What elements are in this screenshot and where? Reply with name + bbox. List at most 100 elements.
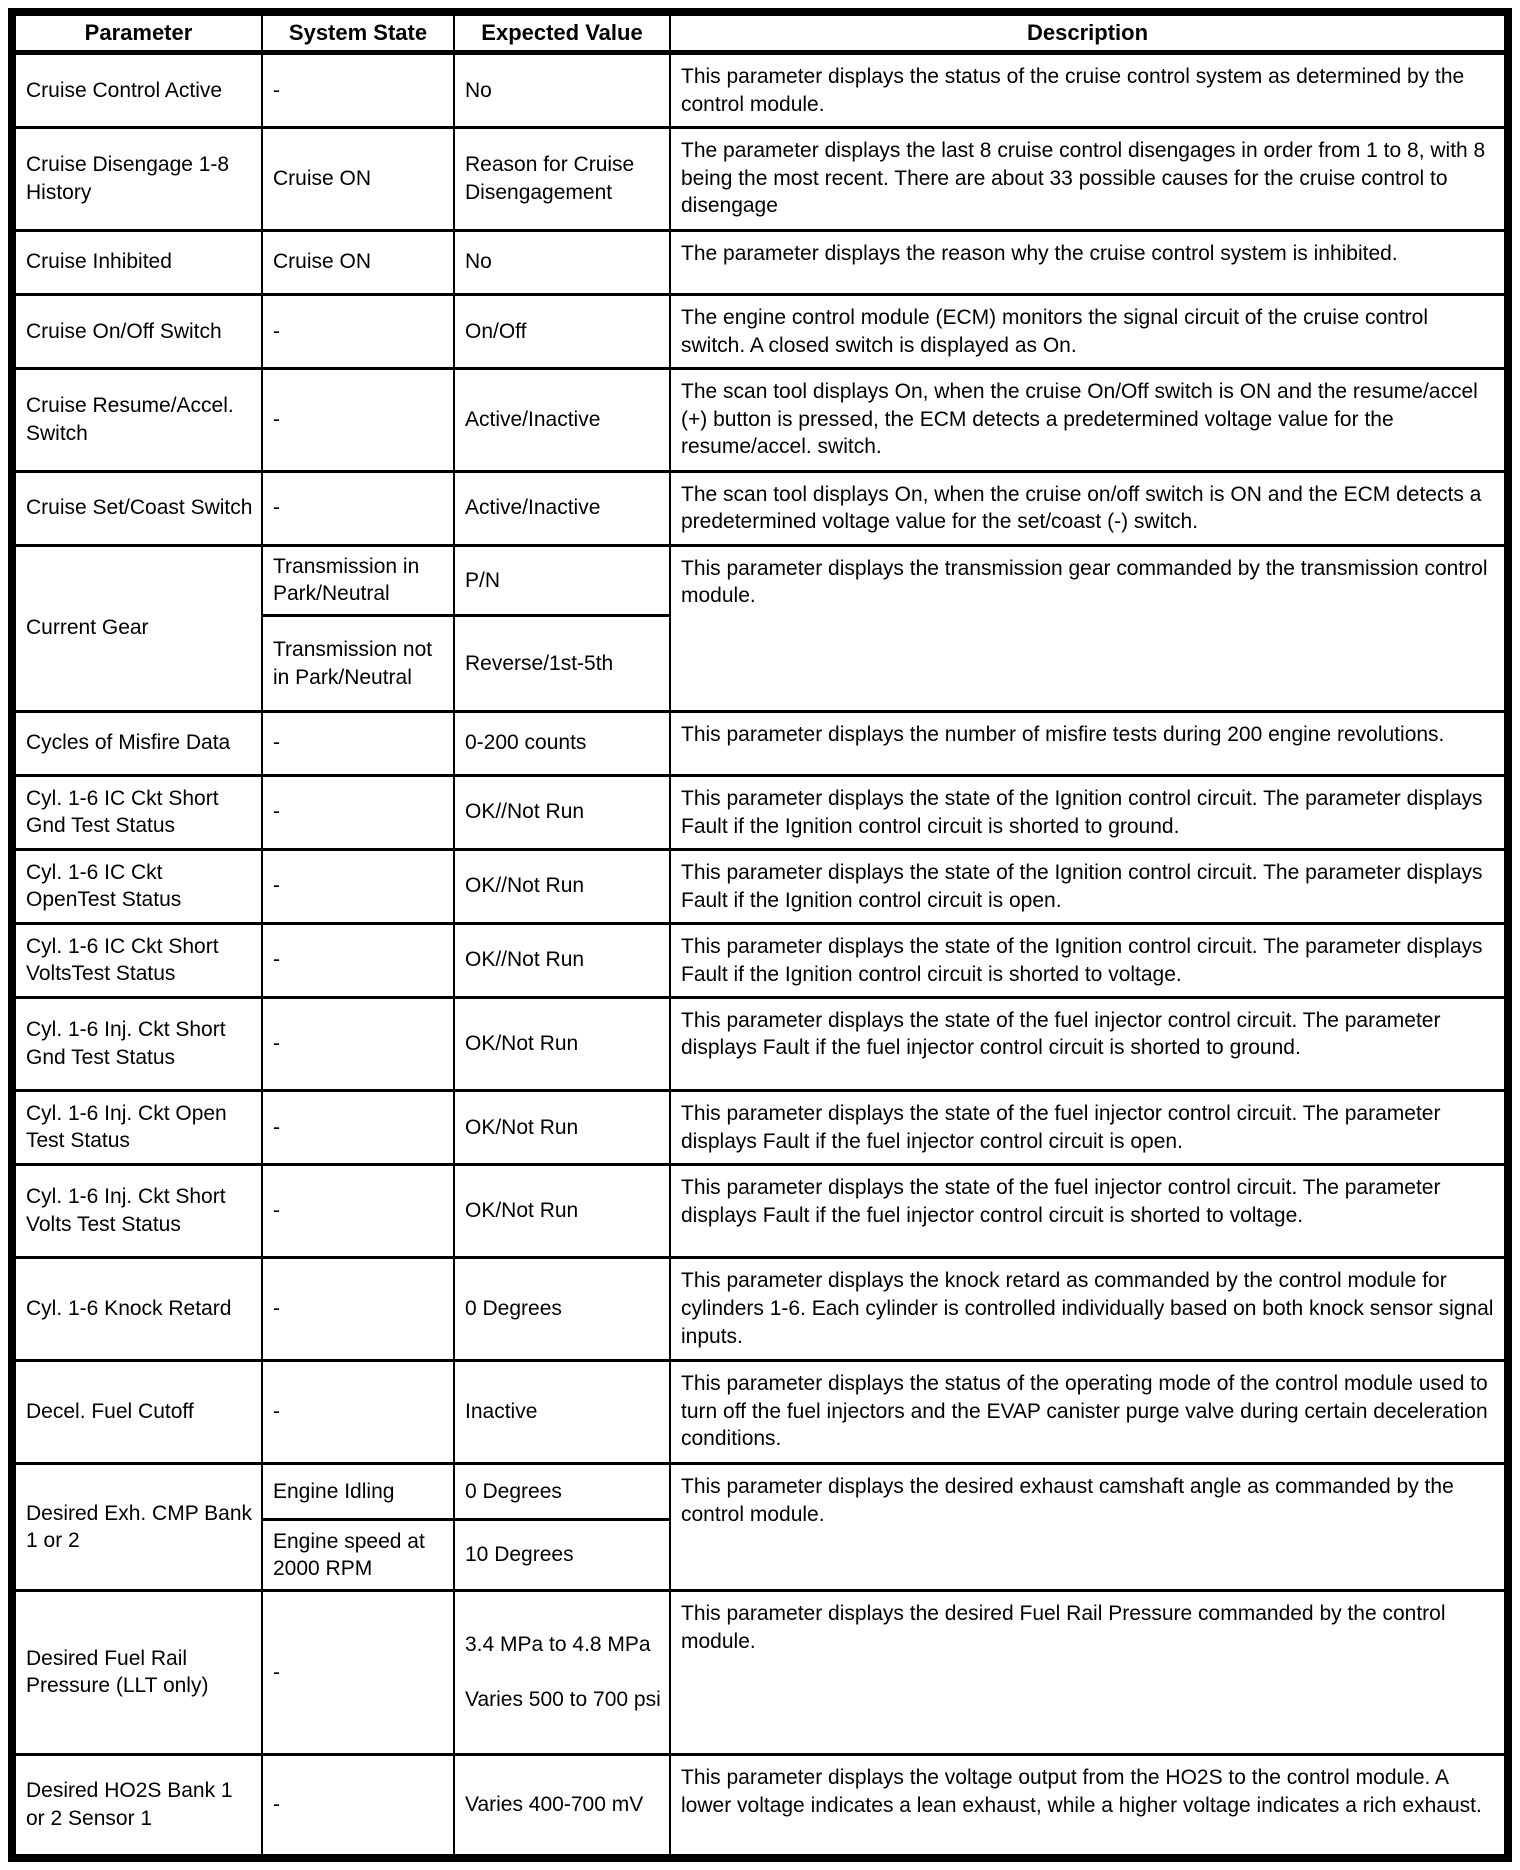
system-state-cell: Cruise ON [261, 126, 455, 232]
description-cell: This parameter displays the desired exha… [669, 1462, 1509, 1593]
expected-value-cell: Active/Inactive [453, 366, 671, 473]
parameter-cell: Cyl. 1-6 IC Ckt OpenTest Status [11, 847, 263, 925]
system-state-cell: - [261, 847, 455, 925]
system-state-cell: Engine Idling [261, 1462, 455, 1522]
system-state-cell: - [261, 469, 455, 547]
parameter-cell: Cruise Inhibited [11, 228, 263, 296]
expected-value-cell: Inactive [453, 1358, 671, 1466]
expected-value-cell: OK/Not Run [453, 1088, 671, 1166]
parameter-cell: Desired Fuel Rail Pressure (LLT only) [11, 1589, 263, 1756]
table-row: Cruise Control Active - No This parameter d… [11, 50, 1509, 130]
system-state-cell: - [261, 1589, 455, 1756]
parameter-cell: Cruise Disengage 1-8 History [11, 126, 263, 232]
expected-value-cell: Reason for Cruise Disengagement [453, 126, 671, 232]
expected-value-cell: OK//Not Run [453, 921, 671, 999]
expected-value-cell: On/Off [453, 292, 671, 370]
description-cell: The scan tool displays On, when the crui… [669, 469, 1509, 547]
system-state-cell: Cruise ON [261, 228, 455, 296]
table-row: Cycles of Misfire Data -0-200 counts This … [11, 709, 1509, 777]
description-cell: This parameter displays the state of the… [669, 921, 1509, 999]
parameter-cell: Desired Exh. CMP Bank 1 or 2 [11, 1462, 263, 1593]
system-state-cell: - [261, 50, 455, 130]
system-state-cell: - [261, 1162, 455, 1260]
parameter-cell: Cruise Resume/Accel. Switch [11, 366, 263, 473]
system-state-cell: - [261, 921, 455, 999]
expected-value-cell: 10 Degrees [453, 1518, 671, 1593]
description-cell: The parameter displays the reason why th… [669, 228, 1509, 296]
table-row: Cyl. 1-6 IC Ckt OpenTest Status - OK//Not … [11, 847, 1509, 925]
description-cell: This parameter displays the status of th… [669, 50, 1509, 130]
description-cell: The parameter displays the last 8 cruise… [669, 126, 1509, 232]
system-state-cell: - [261, 1256, 455, 1362]
column-header-parameter: Parameter [11, 10, 263, 55]
table-row: Transmission not in Park/Neutral Reverse/… [12, 614, 1508, 713]
parameter-cell: Current Gear [11, 543, 263, 713]
description-cell: This parameter displays the number of mi… [669, 709, 1509, 777]
table-row: Cruise On/Off Switch - On/Off The engine co… [11, 292, 1509, 370]
table-row: Cyl. 1-6 Inj. Ckt Short Volts Test Statu… [11, 1162, 1509, 1260]
table-row: Desired Exh. CMP Bank 1 or 2 Engine Idlin… [11, 1462, 1509, 1593]
expected-value-cell: Active/Inactive [453, 469, 671, 547]
parameter-cell: Cyl. 1-6 IC Ckt Short Gnd Test Status [11, 773, 263, 851]
system-state-cell: - [261, 1358, 455, 1466]
expected-value-cell: Varies 400-700 mV [453, 1752, 671, 1860]
table-row: Cyl. 1-6 Inj. Ckt Short Gnd Test Status -… [11, 995, 1509, 1092]
parameter-cell: Cycles of Misfire Data [11, 709, 263, 777]
parameter-cell: Cyl. 1-6 Inj. Ckt Short Gnd Test Status [11, 995, 263, 1092]
system-state-cell: - [261, 773, 455, 851]
description-cell: This parameter displays the state of the… [669, 995, 1509, 1092]
table-row: Cyl. 1-6 Knock Retard -0 Degrees This para… [11, 1256, 1509, 1362]
description-cell: This parameter displays the status of th… [669, 1358, 1509, 1466]
parameter-cell: Cruise Control Active [11, 50, 263, 130]
system-state-cell: - [261, 366, 455, 473]
table-row: Cruise Resume/Accel. Switch - Active/Inact… [11, 366, 1509, 473]
header-row: Parameter System State Expected Value De… [11, 10, 1509, 55]
system-state-cell: Transmission in Park/Neutral [261, 543, 455, 618]
column-header-description: Description [669, 10, 1509, 55]
expected-value-cell: 3.4 MPa to 4.8 MPa Varies 500 to 700 psi [453, 1589, 671, 1756]
parameter-cell: Decel. Fuel Cutoff [11, 1358, 263, 1466]
description-cell: The engine control module (ECM) monitors… [669, 292, 1509, 370]
description-cell: This parameter displays the voltage outp… [669, 1752, 1509, 1860]
description-cell: This parameter displays the state of the… [669, 1162, 1509, 1260]
parameter-table: Parameter System State Expected Value De… [8, 8, 1512, 1862]
expected-value-cell: OK/Not Run [453, 995, 671, 1092]
table-body: Cruise Control Active - No This parameter d… [11, 50, 1509, 1860]
table-row: Cruise Disengage 1-8 History Cruise ON Rea… [11, 126, 1509, 232]
description-cell: This parameter displays the state of the… [669, 847, 1509, 925]
expected-value-cell: 0 Degrees [453, 1256, 671, 1362]
system-state-cell: Transmission not in Park/Neutral [261, 614, 455, 713]
table-row: Engine speed at 2000 RPM 10 Degrees [12, 1518, 1508, 1593]
table-header: Parameter System State Expected Value De… [11, 10, 1509, 55]
description-cell: The scan tool displays On, when the crui… [669, 366, 1509, 473]
parameter-cell: Cruise Set/Coast Switch [11, 469, 263, 547]
column-header-expected-value: Expected Value [453, 10, 671, 55]
description-cell: This parameter displays the transmission… [669, 543, 1509, 713]
system-state-cell: - [261, 1088, 455, 1166]
table-row: Cyl. 1-6 IC Ckt Short VoltsTest Status - O… [11, 921, 1509, 999]
table-row: Desired Fuel Rail Pressure (LLT only) -3.… [11, 1589, 1509, 1756]
table-row: Cyl. 1-6 Inj. Ckt Open Test Status - OK/No… [11, 1088, 1509, 1166]
table-row: Desired HO2S Bank 1 or 2 Sensor 1- Varies… [11, 1752, 1509, 1860]
system-state-cell: - [261, 995, 455, 1092]
expected-value-cell: 0-200 counts [453, 709, 671, 777]
expected-value-cell: OK//Not Run [453, 773, 671, 851]
system-state-cell: - [261, 292, 455, 370]
system-state-cell: - [261, 709, 455, 777]
description-cell: This parameter displays the state of the… [669, 1088, 1509, 1166]
table-row: Cruise Inhibited Cruise ON No The parameter… [11, 228, 1509, 296]
expected-value-cell: P/N [453, 543, 671, 618]
system-state-cell: - [261, 1752, 455, 1860]
table-row: Decel. Fuel Cutoff - Inactive This paramete… [11, 1358, 1509, 1466]
expected-value-cell: Reverse/1st-5th [453, 614, 671, 713]
table-row: Current Gear Transmission in Park/Neutral… [11, 543, 1509, 713]
parameter-cell: Cyl. 1-6 IC Ckt Short VoltsTest Status [11, 921, 263, 999]
parameter-cell: Cyl. 1-6 Inj. Ckt Short Volts Test Statu… [11, 1162, 263, 1260]
table-row: Cruise Set/Coast Switch - Active/Inactive T… [11, 469, 1509, 547]
description-cell: This parameter displays the state of the… [669, 773, 1509, 851]
parameter-cell: Cyl. 1-6 Knock Retard [11, 1256, 263, 1362]
parameter-cell: Cyl. 1-6 Inj. Ckt Open Test Status [11, 1088, 263, 1166]
expected-value-cell: OK/Not Run [453, 1162, 671, 1260]
description-cell: This parameter displays the knock retard… [669, 1256, 1509, 1362]
